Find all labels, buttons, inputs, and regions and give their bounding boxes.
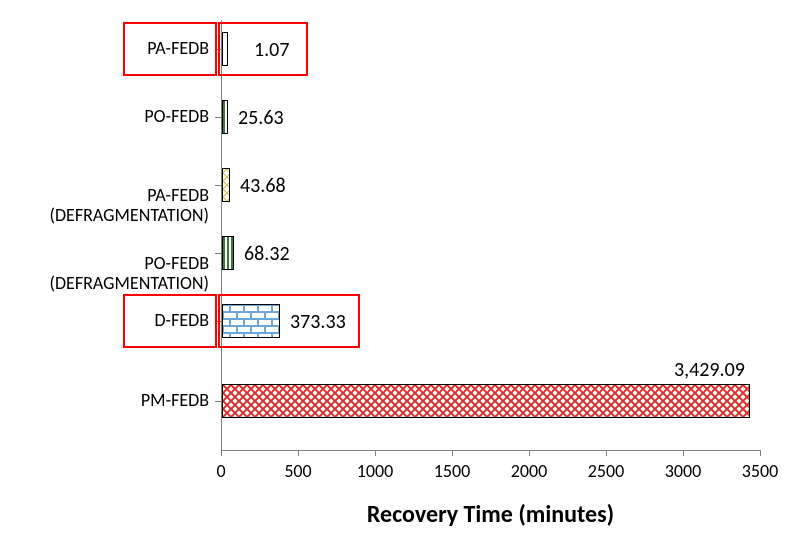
- recovery-time-chart: 0 500 1000 1500 2000 2500 3000 3500 PA-F…: [0, 0, 794, 548]
- bar-pa-fedb-defrag: [222, 168, 230, 202]
- bar-po-fedb-defrag: [222, 236, 234, 270]
- bar-po-fedb: [222, 100, 228, 134]
- ytick: [215, 253, 221, 254]
- bar-pm-fedb: [222, 384, 750, 418]
- category-label: PO-FEDB (DEFRAGMENTATION): [9, 232, 209, 294]
- xtick: [375, 450, 376, 456]
- category-label-text: PO-FEDB (DEFRAGMENTATION): [50, 252, 209, 295]
- category-label-text: PA-FEDB (DEFRAGMENTATION): [50, 184, 209, 227]
- xtick: [298, 450, 299, 456]
- bar-value-label: 43.68: [240, 174, 286, 198]
- xtick: [760, 450, 761, 456]
- category-label: PM-FEDB: [9, 390, 209, 411]
- category-label-text: PM-FEDB: [141, 389, 209, 411]
- xtick-label: 3000: [665, 460, 702, 482]
- highlight-label-pa-fedb: [123, 22, 217, 76]
- xtick: [529, 450, 530, 456]
- xtick: [606, 450, 607, 456]
- category-label-text: PO-FEDB: [144, 105, 209, 127]
- xtick-label: 1500: [434, 460, 471, 482]
- highlight-bar-pa-fedb: [218, 22, 308, 76]
- xtick-label: 2000: [511, 460, 548, 482]
- x-axis-line: [221, 450, 760, 451]
- category-label: PO-FEDB: [9, 106, 209, 127]
- highlight-label-d-fedb: [123, 294, 217, 348]
- xtick-label: 1000: [357, 460, 394, 482]
- bar-value-label: 68.32: [244, 242, 290, 266]
- xtick-label: 0: [216, 460, 225, 482]
- ytick: [215, 185, 221, 186]
- xtick: [221, 450, 222, 456]
- bar-value-label: 25.63: [238, 106, 284, 130]
- xtick: [683, 450, 684, 456]
- xtick-label: 3500: [742, 460, 779, 482]
- ytick: [215, 401, 221, 402]
- xtick: [452, 450, 453, 456]
- xtick-label: 2500: [588, 460, 625, 482]
- ytick: [215, 117, 221, 118]
- x-axis-title: Recovery Time (minutes): [221, 500, 760, 529]
- category-label: PA-FEDB (DEFRAGMENTATION): [9, 164, 209, 226]
- xtick-label: 500: [284, 460, 311, 482]
- bar-value-label: 3,429.09: [674, 358, 745, 382]
- highlight-bar-d-fedb: [218, 294, 360, 348]
